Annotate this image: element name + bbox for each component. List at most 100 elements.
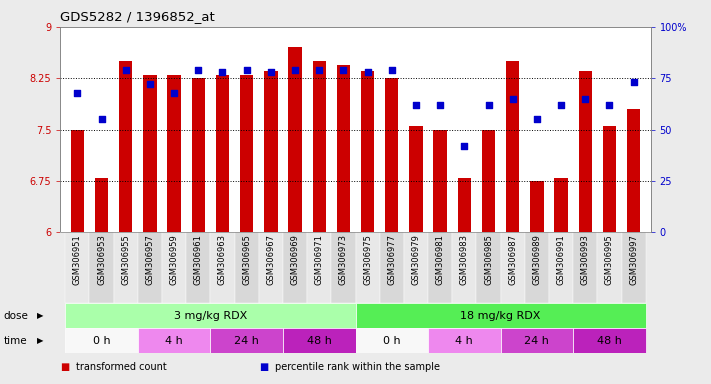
Point bbox=[531, 116, 542, 122]
Bar bbox=[452, 232, 476, 303]
Bar bbox=[162, 232, 186, 303]
Point bbox=[362, 69, 373, 75]
Point bbox=[217, 69, 228, 75]
Text: GSM306995: GSM306995 bbox=[605, 235, 614, 285]
Text: transformed count: transformed count bbox=[76, 362, 167, 372]
Text: time: time bbox=[4, 336, 27, 346]
Point bbox=[265, 69, 277, 75]
Point bbox=[169, 89, 180, 96]
Bar bbox=[428, 232, 452, 303]
Bar bbox=[579, 71, 592, 232]
Text: ■: ■ bbox=[260, 362, 269, 372]
Point bbox=[144, 81, 156, 88]
Text: GSM306953: GSM306953 bbox=[97, 235, 106, 285]
Text: GSM306985: GSM306985 bbox=[484, 235, 493, 285]
Text: GSM306955: GSM306955 bbox=[122, 235, 130, 285]
Bar bbox=[506, 61, 519, 232]
Bar bbox=[264, 71, 277, 232]
Bar bbox=[621, 232, 646, 303]
Text: percentile rank within the sample: percentile rank within the sample bbox=[275, 362, 440, 372]
Bar bbox=[555, 177, 567, 232]
Text: 0 h: 0 h bbox=[383, 336, 400, 346]
Bar bbox=[597, 232, 621, 303]
Text: GSM306959: GSM306959 bbox=[170, 235, 178, 285]
Text: 24 h: 24 h bbox=[525, 336, 550, 346]
Text: GSM306969: GSM306969 bbox=[291, 235, 299, 285]
Bar bbox=[434, 130, 447, 232]
Bar bbox=[501, 328, 573, 353]
Text: GSM306997: GSM306997 bbox=[629, 235, 638, 285]
Point bbox=[604, 102, 615, 108]
Point bbox=[120, 67, 132, 73]
Bar bbox=[361, 71, 374, 232]
Text: GSM306961: GSM306961 bbox=[194, 235, 203, 285]
Point bbox=[96, 116, 107, 122]
Text: GSM306973: GSM306973 bbox=[339, 235, 348, 285]
Bar bbox=[307, 232, 331, 303]
Text: GSM306983: GSM306983 bbox=[460, 235, 469, 285]
Point bbox=[410, 102, 422, 108]
Text: GSM306963: GSM306963 bbox=[218, 235, 227, 285]
Text: GSM306975: GSM306975 bbox=[363, 235, 372, 285]
Bar bbox=[192, 78, 205, 232]
Bar bbox=[138, 328, 210, 353]
Point bbox=[193, 67, 204, 73]
Point bbox=[555, 102, 567, 108]
Bar bbox=[525, 232, 549, 303]
Bar bbox=[458, 177, 471, 232]
Text: 18 mg/kg RDX: 18 mg/kg RDX bbox=[461, 311, 541, 321]
Bar bbox=[168, 75, 181, 232]
Bar bbox=[530, 181, 543, 232]
Bar bbox=[313, 61, 326, 232]
Bar bbox=[331, 232, 356, 303]
Bar bbox=[283, 328, 356, 353]
Text: 48 h: 48 h bbox=[597, 336, 622, 346]
Text: GSM306967: GSM306967 bbox=[267, 235, 275, 285]
Point bbox=[459, 143, 470, 149]
Bar bbox=[356, 328, 428, 353]
Point bbox=[628, 79, 639, 85]
Bar bbox=[428, 328, 501, 353]
Bar bbox=[476, 232, 501, 303]
Bar bbox=[144, 75, 156, 232]
Point bbox=[507, 96, 518, 102]
Point bbox=[338, 67, 349, 73]
Text: GSM306977: GSM306977 bbox=[387, 235, 396, 285]
Text: GSM306987: GSM306987 bbox=[508, 235, 517, 285]
Text: GSM306979: GSM306979 bbox=[412, 235, 420, 285]
Text: GSM306951: GSM306951 bbox=[73, 235, 82, 285]
Point bbox=[241, 67, 252, 73]
Bar bbox=[410, 126, 422, 232]
Point bbox=[579, 96, 591, 102]
Text: 24 h: 24 h bbox=[234, 336, 259, 346]
Bar bbox=[404, 232, 428, 303]
Bar bbox=[283, 232, 307, 303]
Bar bbox=[385, 78, 398, 232]
Text: GSM306981: GSM306981 bbox=[436, 235, 444, 285]
Text: GSM306971: GSM306971 bbox=[315, 235, 324, 285]
Bar bbox=[119, 61, 132, 232]
Bar bbox=[337, 65, 350, 232]
Bar bbox=[65, 328, 138, 353]
Bar bbox=[138, 232, 162, 303]
Text: GSM306993: GSM306993 bbox=[581, 235, 589, 285]
Point bbox=[483, 102, 494, 108]
Bar bbox=[186, 232, 210, 303]
Bar bbox=[210, 232, 235, 303]
Bar bbox=[573, 232, 597, 303]
Text: GSM306965: GSM306965 bbox=[242, 235, 251, 285]
Text: 3 mg/kg RDX: 3 mg/kg RDX bbox=[173, 311, 247, 321]
Bar bbox=[549, 232, 573, 303]
Text: GSM306991: GSM306991 bbox=[557, 235, 565, 285]
Bar bbox=[90, 232, 114, 303]
Bar bbox=[356, 232, 380, 303]
Bar bbox=[356, 303, 646, 328]
Bar bbox=[216, 75, 229, 232]
Bar bbox=[482, 130, 495, 232]
Point bbox=[72, 89, 83, 96]
Bar bbox=[240, 75, 253, 232]
Point bbox=[314, 67, 325, 73]
Bar bbox=[235, 232, 259, 303]
Text: 0 h: 0 h bbox=[92, 336, 110, 346]
Text: GSM306957: GSM306957 bbox=[146, 235, 154, 285]
